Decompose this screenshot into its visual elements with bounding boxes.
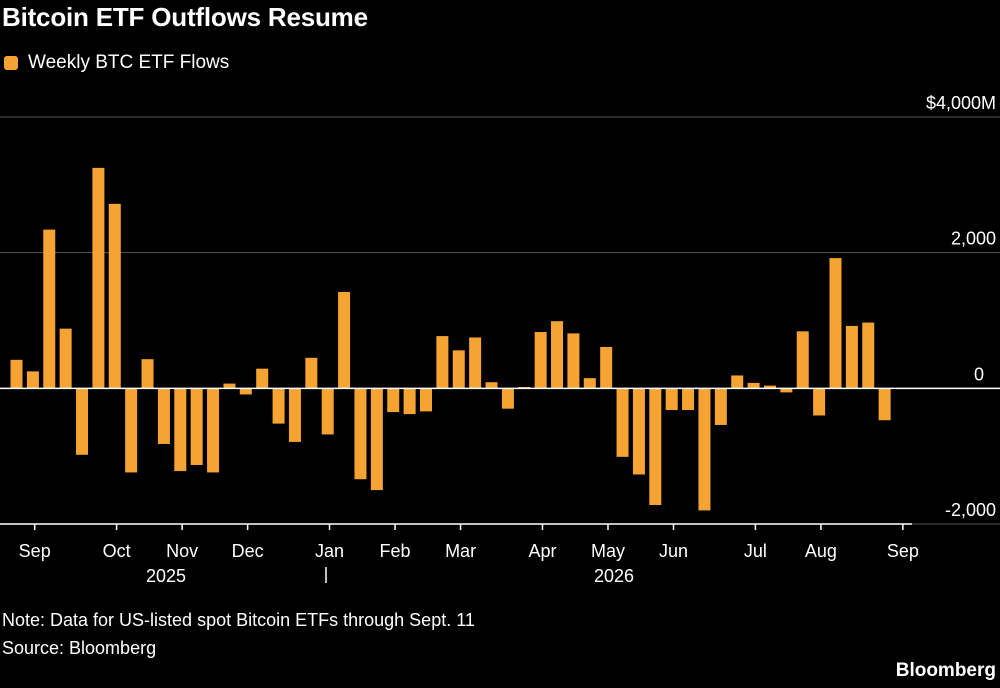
x-tick-label: Feb: [380, 541, 411, 561]
bar: [76, 388, 89, 455]
y-tick-label: 0: [974, 364, 984, 384]
bar: [845, 325, 858, 389]
bar: [125, 388, 138, 473]
bar: [469, 337, 482, 389]
x-tick-label: Sep: [887, 541, 919, 561]
bar: [174, 388, 187, 472]
x-tick-label: May: [591, 541, 625, 561]
x-tick-label: Dec: [232, 541, 264, 561]
bar: [207, 388, 220, 473]
bar: [665, 388, 678, 411]
bar: [26, 371, 39, 389]
x-tick-label: Sep: [19, 541, 51, 561]
bar: [780, 388, 793, 393]
legend-label: Weekly BTC ETF Flows: [28, 52, 230, 73]
bar: [256, 368, 269, 389]
bar: [338, 292, 351, 389]
chart-note: Note: Data for US-listed spot Bitcoin ET…: [2, 610, 475, 630]
y-tick-label: -2,000: [945, 500, 996, 520]
bar: [223, 383, 236, 389]
bar: [272, 388, 285, 424]
bar: [436, 336, 449, 389]
bar: [682, 388, 695, 411]
bar: [714, 388, 727, 425]
y-tick-label: $4,000M: [926, 93, 996, 113]
legend: Weekly BTC ETF Flows: [4, 52, 229, 74]
bar: [59, 328, 72, 389]
bar: [632, 388, 645, 475]
bar: [10, 359, 23, 389]
bar: [747, 382, 760, 389]
bar: [583, 378, 596, 389]
x-tick-label: Nov: [166, 541, 198, 561]
bar: [698, 388, 711, 511]
bar: [551, 321, 564, 389]
bar: [796, 331, 809, 389]
bar: [141, 359, 154, 389]
bar: [567, 333, 580, 389]
bar: [731, 375, 744, 389]
bar: [829, 258, 842, 389]
bar: [616, 388, 629, 457]
bar: [862, 322, 875, 389]
bar: [452, 350, 465, 389]
bar: [190, 388, 203, 465]
bar: [813, 388, 826, 416]
bar-chart: $4,000M 2,000 -2,000 0 Sep Oct Nov Dec Jan Feb Mar…: [0, 93, 1000, 586]
year-label: 2025: [146, 566, 186, 586]
x-tick-label: Aug: [805, 541, 837, 561]
legend-swatch: [4, 56, 18, 70]
bar: [354, 388, 367, 480]
bar: [305, 357, 318, 389]
bar: [600, 346, 613, 389]
bar: [485, 382, 498, 389]
bar: [288, 388, 301, 442]
bar: [43, 229, 56, 389]
x-tick-label: Jul: [744, 541, 767, 561]
bar: [108, 203, 121, 389]
chart-source: Source: Bloomberg: [2, 638, 157, 658]
bar: [321, 388, 334, 435]
chart-title: Bitcoin ETF Outflows Resume: [2, 2, 368, 32]
bar: [370, 388, 383, 491]
brand-logo: Bloomberg: [895, 660, 996, 681]
x-tick-label: Jun: [659, 541, 688, 561]
x-tick-label: Apr: [528, 541, 556, 561]
bar: [403, 388, 416, 415]
bar: [420, 388, 432, 412]
x-tick-label: Mar: [445, 541, 476, 561]
bar: [501, 388, 514, 409]
y-tick-label: 2,000: [951, 229, 996, 249]
bar: [649, 388, 662, 506]
bar: [878, 388, 891, 421]
x-tick-label: Jan: [315, 541, 344, 561]
bar: [92, 167, 105, 389]
bar: [387, 388, 400, 413]
bar: [763, 385, 776, 389]
x-tick-label: Oct: [103, 541, 131, 561]
bar: [534, 332, 547, 389]
year-label: 2026: [594, 566, 634, 586]
bar: [157, 388, 170, 444]
bar: [239, 388, 252, 395]
